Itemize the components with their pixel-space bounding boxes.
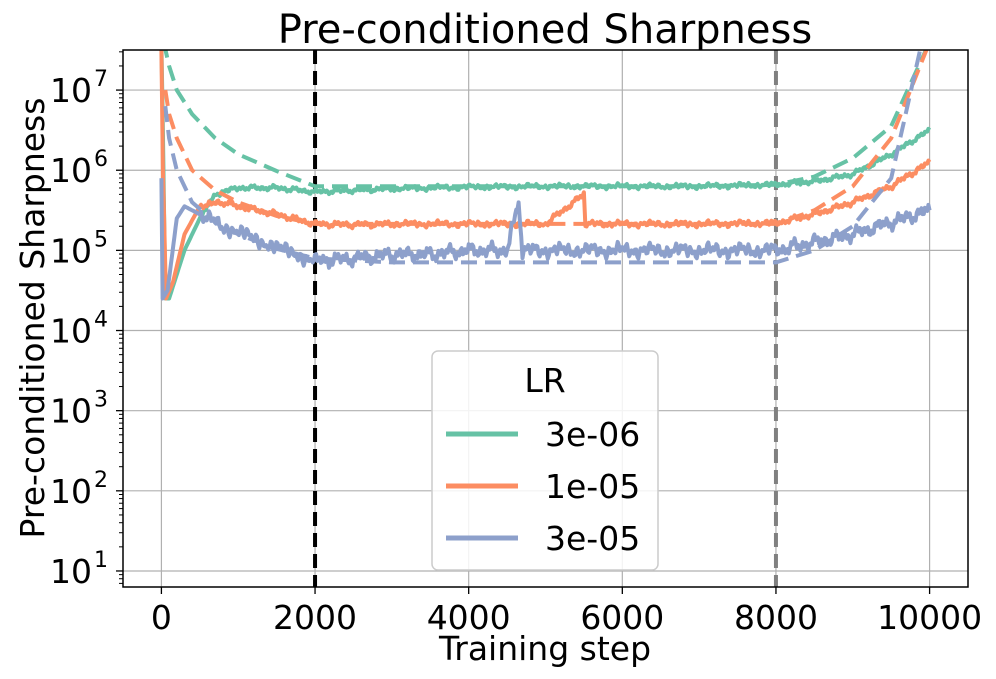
x-tick-label: 0: [151, 598, 172, 637]
x-tick-label: 6000: [580, 598, 664, 637]
y-tick-label: 10: [50, 312, 92, 351]
chart-title: Pre-conditioned Sharpness: [278, 7, 812, 53]
y-tick-exponent: 3: [94, 388, 108, 413]
y-tick-exponent: 2: [94, 468, 108, 493]
legend-entry-label: 1e-05: [545, 467, 640, 506]
y-tick-exponent: 7: [94, 67, 108, 92]
y-tick-label: 10: [50, 552, 92, 591]
x-tick-label: 10000: [877, 598, 982, 637]
x-tick-label: 8000: [734, 598, 818, 637]
legend-title: LR: [524, 361, 565, 400]
y-tick-label: 10: [50, 472, 92, 511]
series-lines: [159, 50, 932, 301]
y-tick-label: 10: [50, 151, 92, 190]
x-tick-label: 4000: [427, 598, 511, 637]
series-measured-line: [159, 50, 932, 301]
series-measured-line: [159, 50, 932, 301]
series-fit-line: [163, 50, 929, 189]
y-tick-exponent: 1: [94, 548, 108, 573]
y-tick-exponent: 5: [94, 227, 108, 252]
legend-entry-label: 3e-05: [545, 519, 640, 558]
y-axis-label: Pre-conditioned Sharpness: [13, 98, 52, 539]
y-tick-label: 10: [50, 392, 92, 431]
y-tick-label: 10: [50, 71, 92, 110]
y-tick-label: 10: [50, 231, 92, 270]
x-tick-label: 2000: [273, 598, 357, 637]
plot-frame: [122, 49, 969, 588]
legend-entry-label: 3e-06: [545, 415, 640, 454]
y-tick-exponent: 6: [94, 147, 108, 172]
x-axis-label: Training step: [438, 629, 651, 668]
legend: LR 3e-06 1e-05 3e-05: [431, 350, 659, 571]
legend-box: [431, 350, 659, 571]
x-axis-ticks: 0 2000 4000 6000 8000 10000: [151, 587, 982, 637]
series-measured-line: [159, 178, 932, 301]
y-tick-exponent: 4: [94, 308, 108, 333]
phase-markers: [313, 50, 778, 587]
